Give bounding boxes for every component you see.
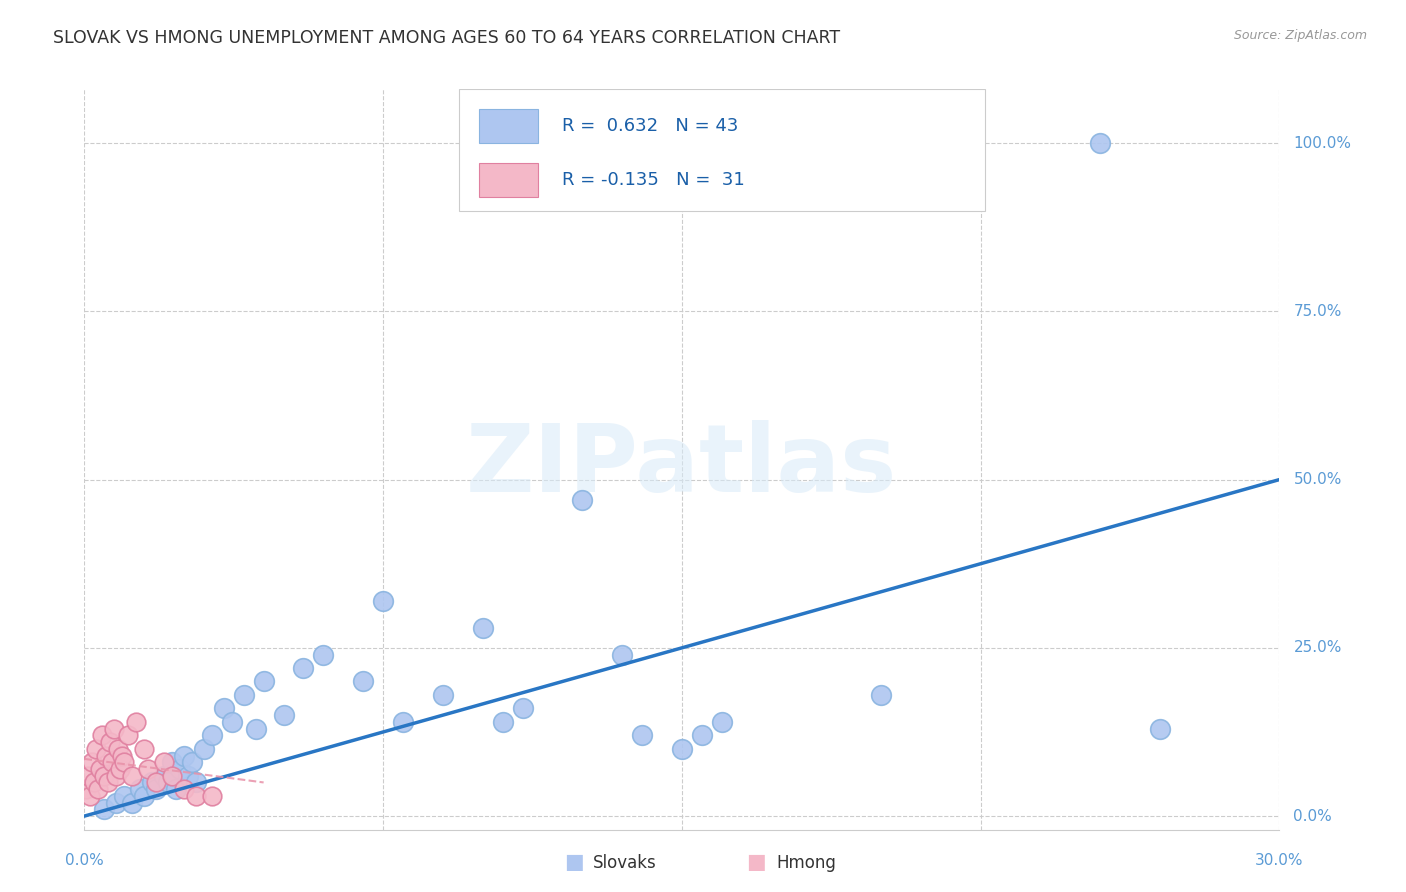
Point (112, 789, 135, 803)
Point (103, 722, 125, 736)
Point (312, 648, 335, 662)
Point (98, 735, 121, 749)
Point (253, 674, 276, 689)
Point (105, 796, 128, 810)
Point (93, 769, 115, 783)
Point (173, 782, 195, 797)
Point (160, 769, 183, 783)
Point (221, 714, 243, 729)
Text: 75.0%: 75.0% (1294, 304, 1341, 318)
Point (96, 748, 118, 763)
Point (91, 728, 114, 742)
Point (157, 775, 180, 789)
Point (870, 688, 893, 702)
Point (145, 775, 167, 789)
Text: 100.0%: 100.0% (1294, 136, 1351, 151)
Text: 0.0%: 0.0% (1294, 809, 1331, 823)
Point (153, 769, 176, 783)
Point (132, 789, 156, 803)
Point (82, 756, 104, 770)
Point (153, 756, 176, 770)
Text: SLOVAK VS HMONG UNEMPLOYMENT AMONG AGES 60 TO 64 YEARS CORRELATION CHART: SLOVAK VS HMONG UNEMPLOYMENT AMONG AGES … (53, 29, 841, 46)
Point (101, 756, 124, 770)
Point (86, 741, 108, 756)
Point (83, 775, 105, 789)
Point (107, 741, 129, 756)
Point (392, 714, 415, 729)
Text: Hmong: Hmong (776, 855, 837, 872)
Point (232, 688, 254, 702)
Text: ZIPatlas: ZIPatlas (467, 420, 897, 512)
Text: R =  0.632   N = 43: R = 0.632 N = 43 (562, 117, 738, 136)
Point (169, 762, 191, 776)
Text: ■: ■ (564, 853, 583, 872)
Point (212, 701, 235, 715)
Point (201, 789, 224, 803)
Text: R = -0.135   N =  31: R = -0.135 N = 31 (562, 171, 745, 189)
Point (432, 688, 454, 702)
Point (75, 782, 97, 797)
Point (292, 661, 315, 675)
FancyBboxPatch shape (458, 88, 984, 211)
Point (184, 775, 207, 789)
Point (125, 714, 148, 729)
Text: 0.0%: 0.0% (65, 853, 104, 868)
Point (173, 748, 195, 763)
Point (352, 674, 374, 689)
Point (273, 708, 295, 723)
Point (710, 714, 733, 729)
Text: 25.0%: 25.0% (1294, 640, 1341, 656)
Point (690, 728, 713, 742)
Point (97, 775, 120, 789)
Point (201, 728, 224, 742)
Point (471, 621, 494, 635)
Text: Source: ZipAtlas.com: Source: ZipAtlas.com (1233, 29, 1367, 42)
Point (111, 748, 134, 763)
Text: 50.0%: 50.0% (1294, 472, 1341, 487)
Point (1090, 136, 1112, 150)
Point (121, 769, 143, 783)
Text: ■: ■ (747, 853, 766, 872)
Point (512, 701, 534, 715)
Point (181, 756, 204, 770)
Point (105, 769, 128, 783)
Point (492, 714, 515, 729)
Text: 30.0%: 30.0% (1256, 853, 1303, 868)
Point (612, 648, 634, 662)
Point (245, 722, 267, 736)
Point (145, 782, 167, 797)
Point (1149, 722, 1171, 736)
Point (373, 593, 395, 607)
Point (79, 789, 101, 803)
Point (77, 769, 100, 783)
Point (136, 762, 159, 776)
Point (87, 782, 110, 797)
Point (571, 492, 593, 507)
FancyBboxPatch shape (479, 110, 538, 143)
Point (671, 741, 693, 756)
Point (89, 762, 111, 776)
Point (110, 762, 132, 776)
Point (93, 802, 115, 816)
Point (160, 756, 183, 770)
Point (631, 728, 654, 742)
Point (165, 782, 187, 797)
Point (132, 741, 156, 756)
Text: Slovaks: Slovaks (593, 855, 657, 872)
Point (129, 782, 152, 797)
Point (141, 775, 163, 789)
Point (184, 789, 207, 803)
FancyBboxPatch shape (479, 163, 538, 197)
Point (117, 728, 139, 742)
Point (193, 741, 215, 756)
Point (112, 756, 135, 770)
Point (177, 769, 200, 783)
Point (121, 796, 143, 810)
